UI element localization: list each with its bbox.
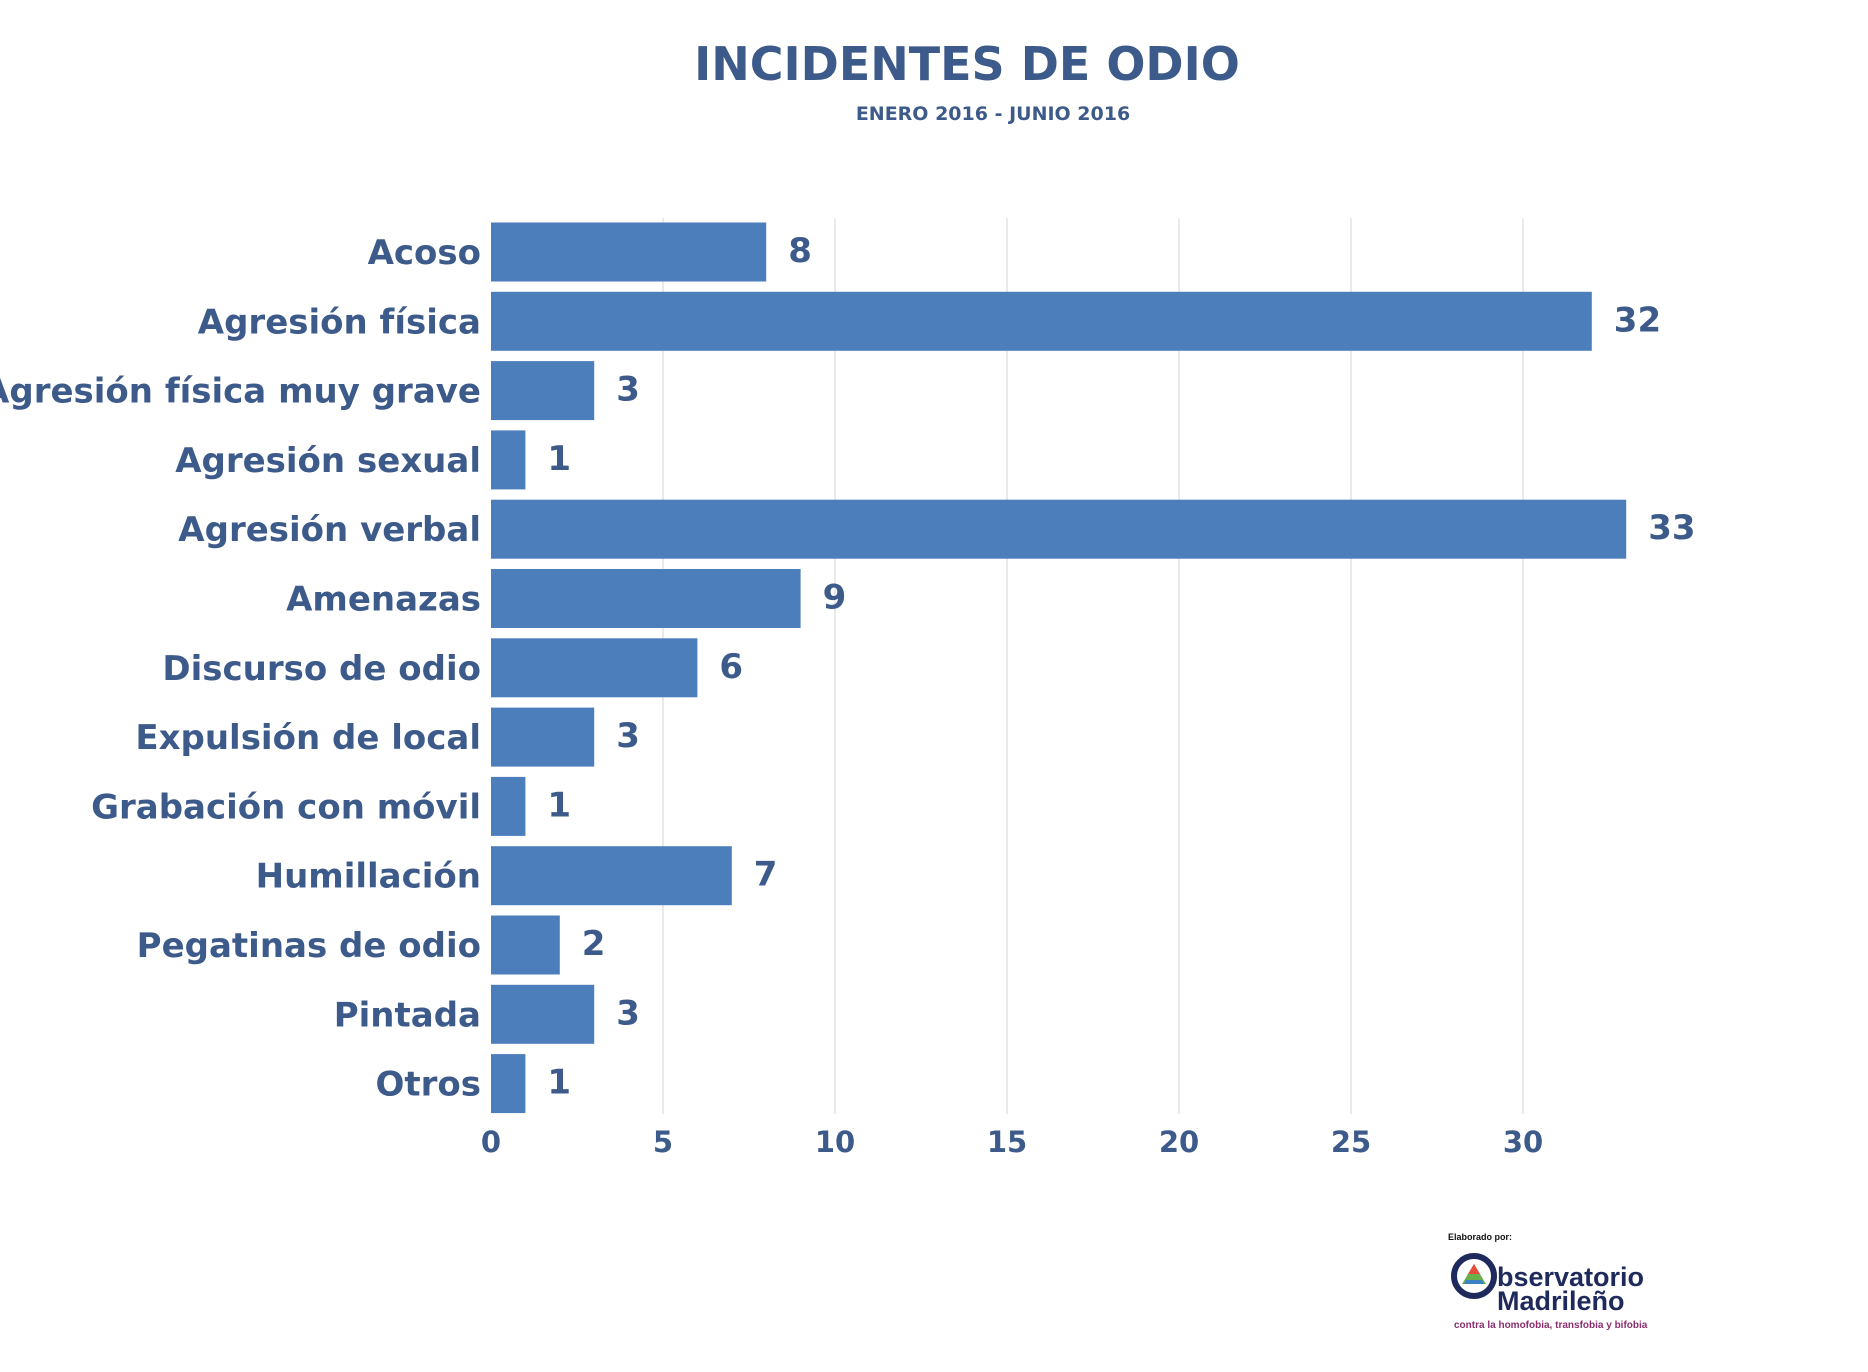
x-axis-ticks: 0 5 10 15 20 25 30: [481, 1125, 1543, 1159]
bar: [491, 846, 732, 906]
bar: [491, 291, 1592, 351]
bar: [491, 222, 767, 282]
logo-tagline: contra la homofobia, transfobia y bifobi…: [1454, 1320, 1648, 1331]
x-tick-label: 30: [1503, 1125, 1543, 1159]
bar: [491, 776, 526, 836]
category-labels: Acoso Agresión física Agresión física muy …: [0, 233, 481, 1105]
chart-subtitle: ENERO 2016 - JUNIO 2016: [856, 103, 1130, 125]
data-label: 1: [547, 785, 571, 825]
data-label: 3: [616, 993, 640, 1033]
x-tick-label: 0: [481, 1125, 501, 1159]
category-label: Agresión física: [198, 302, 481, 342]
data-label: 7: [754, 855, 778, 895]
category-label: Agresión sexual: [175, 441, 481, 481]
gridlines: [662, 218, 1524, 1114]
observatorio-logo: bservatorio Madrileño contra la homofobi…: [1451, 1253, 1648, 1331]
data-label: 3: [616, 370, 640, 410]
bar: [491, 361, 595, 421]
data-label: 32: [1614, 300, 1661, 340]
logo-line1: bservatorio: [1497, 1262, 1644, 1292]
logo-line2: Madrileño: [1497, 1286, 1625, 1316]
data-label: 1: [547, 439, 571, 479]
data-label: 33: [1648, 508, 1695, 548]
data-label: 2: [582, 924, 606, 964]
bar: [491, 569, 801, 628]
category-label: Pegatinas de odio: [137, 926, 481, 966]
category-label: Amenazas: [286, 580, 481, 620]
data-label: 1: [547, 1063, 571, 1103]
x-tick-label: 10: [815, 1125, 855, 1159]
data-label: 3: [616, 716, 640, 756]
data-label: 6: [719, 647, 743, 687]
data-label: 9: [823, 578, 847, 618]
bar: [491, 707, 595, 767]
logo-ring-icon: [1451, 1253, 1497, 1299]
category-label: Humillación: [256, 857, 481, 897]
category-label: Acoso: [368, 233, 481, 273]
category-label: Pintada: [334, 995, 481, 1035]
category-label: Agresión verbal: [178, 510, 481, 550]
category-label: Otros: [375, 1065, 481, 1105]
credit-label: Elaborado por:: [1448, 1232, 1512, 1242]
x-tick-label: 5: [653, 1125, 673, 1159]
bar: [491, 430, 526, 490]
x-tick-label: 25: [1331, 1125, 1371, 1159]
bars: [491, 222, 1627, 1114]
bar: [491, 1054, 526, 1114]
x-tick-label: 15: [987, 1125, 1027, 1159]
category-label: Expulsión de local: [135, 718, 481, 758]
bar: [491, 638, 698, 698]
bar: [491, 499, 1627, 559]
category-label: Agresión física muy grave: [0, 372, 481, 412]
category-label: Discurso de odio: [162, 649, 481, 689]
credit-block: Elaborado por: bservatorio Madrileño con…: [1448, 1232, 1648, 1331]
bar: [491, 984, 595, 1044]
category-label: Grabación con móvil: [91, 787, 481, 827]
chart-title: INCIDENTES DE ODIO: [694, 37, 1240, 91]
x-tick-label: 20: [1159, 1125, 1199, 1159]
data-label: 8: [788, 231, 812, 271]
bar: [491, 915, 560, 975]
